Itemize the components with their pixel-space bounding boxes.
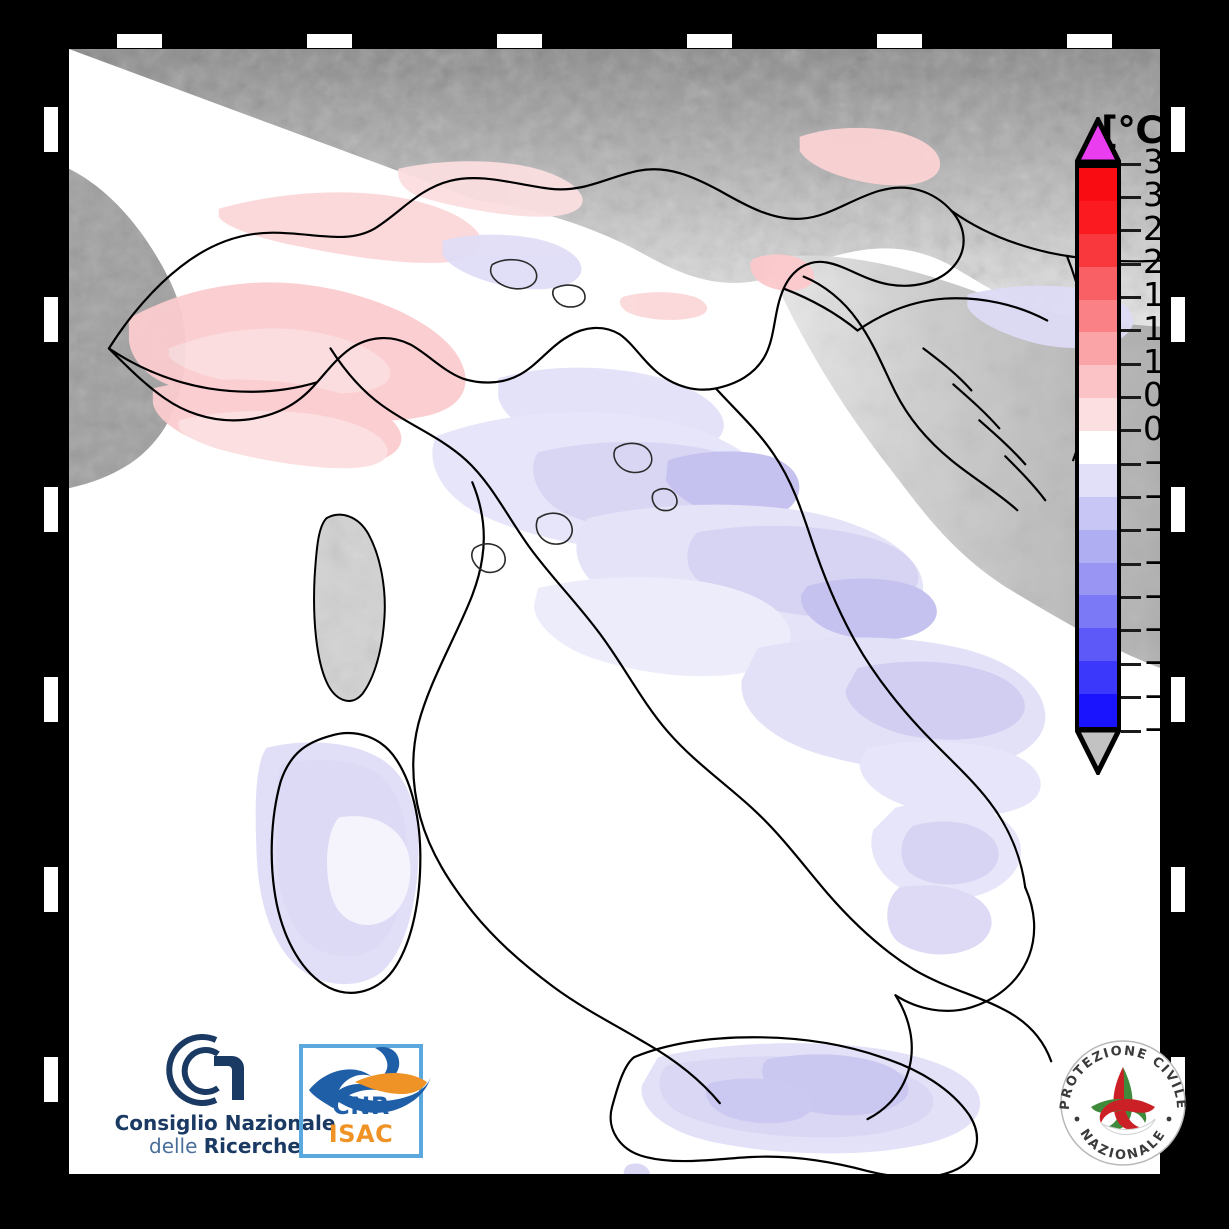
isac-logo: CNR ISAC: [299, 1044, 431, 1158]
colorbar-band: [1079, 200, 1117, 234]
graticule-tick-top: [687, 34, 733, 48]
colorbar-over-arrow: [1075, 117, 1121, 165]
cnr-logo-text: Consiglio Nazionale delle Ricerche: [90, 1112, 360, 1158]
map-graphic: [69, 49, 1160, 1174]
colorbar-tick: [1121, 529, 1141, 533]
colorbar-tick: [1121, 262, 1141, 266]
colorbar-band: [1079, 233, 1117, 267]
isac-wave-icon: [309, 1046, 431, 1113]
colorbar-band: [1079, 496, 1117, 530]
graticule-tick-right: [1171, 867, 1185, 913]
graticule-tick-right: [1171, 677, 1185, 723]
colorbar-band: [1079, 299, 1117, 333]
graticule-tick-left: [44, 677, 58, 723]
colorbar-tick: [1121, 229, 1141, 233]
colorbar-tick: [1121, 629, 1141, 633]
colorbar-tick: [1121, 295, 1141, 299]
colorbar-tick-label: 0.2: [1143, 409, 1160, 448]
colorbar-tick: [1121, 729, 1141, 733]
graticule-tick-top: [496, 34, 542, 48]
graticule-tick-top: [306, 34, 352, 48]
colorbar-tick: [1121, 696, 1141, 700]
colorbar-tick: [1121, 562, 1141, 566]
isac-cnr-label: CNR: [332, 1092, 390, 1120]
colorbar-gradient: [1075, 164, 1121, 731]
graticule-tick-left: [44, 867, 58, 913]
colorbar-tick-label: −3.4: [1143, 709, 1160, 748]
colorbar-tick-label: 1.4: [1143, 309, 1160, 348]
colorbar-tick-label: −0.6: [1143, 476, 1160, 515]
colorbar-tick-label: 2.6: [1143, 209, 1160, 248]
isac-logo-text: CNR ISAC: [303, 1092, 419, 1148]
colorbar-tick: [1121, 496, 1141, 500]
map-canvas[interactable]: [°C] 3.43.02.62.21.81.41.00.60.2−0.2−0.6…: [68, 48, 1161, 1175]
colorbar-tick-label: −1.4: [1143, 542, 1160, 581]
colorbar-band: [1079, 595, 1117, 629]
colorbar-tick-label: 1.8: [1143, 275, 1160, 314]
graticule-tick-left: [44, 106, 58, 152]
colorbar-tick-label: 1.0: [1143, 342, 1160, 381]
graticule-tick-left: [44, 486, 58, 532]
cnr-line2: delle Ricerche: [149, 1134, 301, 1158]
graticule-tick-left: [44, 296, 58, 342]
colorbar-tick: [1121, 596, 1141, 600]
protezione-civile-logo: PROTEZIONE CIVILE NAZIONALE: [1058, 1040, 1187, 1166]
colorbar-band: [1079, 661, 1117, 694]
graticule-tick-right: [1171, 296, 1185, 342]
colorbar-tick-label: −1.0: [1143, 509, 1160, 548]
colorbar-tick-label: 3.0: [1143, 175, 1160, 214]
colorbar-tick-label: 3.4: [1143, 142, 1160, 181]
graticule-tick-top: [877, 34, 923, 48]
colorbar-band: [1079, 168, 1117, 201]
graticule-tick-right: [1171, 106, 1185, 152]
colorbar-band: [1079, 431, 1117, 464]
colorbar-tick-label: −1.8: [1143, 576, 1160, 615]
colorbar-tick: [1121, 429, 1141, 433]
graticule-tick-right: [1171, 486, 1185, 532]
colorbar-band: [1079, 529, 1117, 563]
cnr-emblem-icon: [166, 1034, 244, 1106]
colorbar-tick-label: −2.2: [1143, 609, 1160, 648]
cnr-logo: Consiglio Nazionale delle Ricerche: [115, 1030, 335, 1165]
colorbar-band: [1079, 266, 1117, 300]
cnr-line1: Consiglio Nazionale: [114, 1111, 336, 1135]
colorbar-tick: [1121, 195, 1141, 199]
colorbar-tick: [1121, 462, 1141, 466]
colorbar-tick-label: 2.2: [1143, 242, 1160, 281]
graticule-tick-top: [1067, 34, 1113, 48]
colorbar-tick: [1121, 395, 1141, 399]
colorbar-tick: [1121, 162, 1141, 166]
colorbar-tick-label: 0.6: [1143, 375, 1160, 414]
graticule-tick-top: [116, 34, 162, 48]
isac-isac-label: ISAC: [328, 1120, 394, 1148]
colorbar-tick-label: −3.0: [1143, 676, 1160, 715]
colorbar-tick-label: −0.2: [1143, 442, 1160, 481]
colorbar-band: [1079, 365, 1117, 399]
colorbar-tick: [1121, 329, 1141, 333]
colorbar-tick: [1121, 662, 1141, 666]
colorbar-band: [1079, 628, 1117, 662]
colorbar-band: [1079, 694, 1117, 727]
colorbar-tick-label: −2.6: [1143, 642, 1160, 681]
colorbar-band: [1079, 332, 1117, 366]
colorbar-tick: [1121, 362, 1141, 366]
colorbar-band: [1079, 463, 1117, 497]
colorbar-band: [1079, 398, 1117, 431]
colorbar-under-arrow: [1075, 727, 1121, 775]
colorbar-band: [1079, 562, 1117, 596]
graticule-tick-left: [44, 1057, 58, 1103]
colorbar: [°C] 3.43.02.62.21.81.41.00.60.2−0.2−0.6…: [1073, 109, 1160, 775]
